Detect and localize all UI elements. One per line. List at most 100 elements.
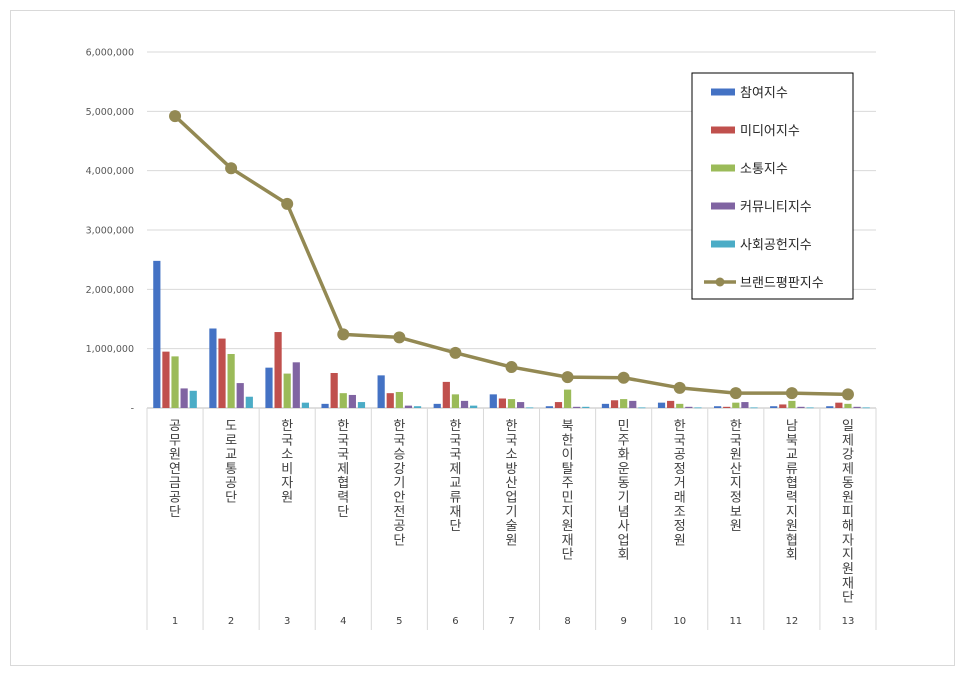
y-tick-label: 3,000,000 (86, 226, 134, 237)
line-point (785, 387, 798, 400)
line-point (729, 387, 742, 400)
y-tick-label: 4,000,000 (86, 166, 134, 177)
line-point (617, 371, 630, 384)
x-tick-label: 8 (564, 616, 570, 627)
y-tick-label: - (131, 404, 134, 415)
bar (517, 402, 525, 408)
bar (498, 398, 506, 408)
bar (826, 406, 834, 408)
bar (563, 389, 572, 408)
legend-label: 소통지수 (740, 162, 788, 177)
bar (862, 407, 870, 409)
bar (386, 393, 394, 408)
bar (489, 394, 497, 408)
x-tick-label: 2 (228, 616, 234, 627)
x-tick-label: 12 (786, 616, 799, 627)
legend-swatch-marker (715, 277, 725, 287)
legend-swatch (711, 88, 735, 96)
x-tick-label: 10 (673, 616, 686, 627)
bar (189, 390, 197, 408)
legend-label: 사회공헌지수 (740, 238, 812, 253)
bar (292, 362, 300, 408)
legend-swatch (711, 240, 735, 248)
bar (573, 406, 581, 408)
line-point (393, 331, 406, 344)
y-tick-label: 5,000,000 (86, 107, 134, 118)
bar (507, 399, 516, 408)
line-point (561, 371, 574, 384)
bar (274, 332, 282, 408)
bar (283, 373, 291, 408)
bar (348, 394, 356, 408)
bar (153, 260, 161, 408)
bar (741, 402, 749, 408)
y-tick-label: 1,000,000 (86, 344, 134, 355)
x-tick-label: 1 (172, 616, 178, 627)
line-point (281, 197, 294, 210)
bar (442, 381, 450, 408)
bar (750, 407, 758, 409)
legend-label: 참여지수 (740, 86, 788, 101)
bar (404, 405, 413, 408)
x-tick-label: 9 (620, 616, 626, 627)
bar (545, 406, 553, 408)
bar (227, 354, 235, 408)
bar (209, 328, 217, 408)
bar (330, 372, 338, 408)
bar (835, 402, 843, 408)
line-point (505, 361, 518, 374)
bar (180, 388, 188, 408)
bar (806, 407, 814, 409)
bar (629, 400, 637, 408)
legend-box (691, 72, 854, 300)
bar (321, 403, 329, 408)
bar (451, 394, 460, 408)
bar (844, 403, 852, 408)
bar (236, 383, 244, 408)
legend-label: 미디어지수 (740, 124, 800, 139)
bar (357, 402, 366, 408)
bar (853, 406, 861, 408)
bar (301, 402, 309, 408)
bar (732, 402, 740, 408)
y-tick-label: 6,000,000 (86, 48, 134, 59)
bar (714, 406, 722, 408)
bar (162, 351, 170, 408)
bar (171, 356, 179, 408)
bar (526, 407, 534, 409)
bar (601, 403, 610, 408)
bar (582, 406, 590, 408)
bar (554, 402, 563, 408)
bar (770, 406, 778, 408)
bar (638, 407, 646, 409)
y-tick-label: 2,000,000 (86, 285, 134, 296)
bar (620, 399, 628, 408)
bar (218, 338, 226, 408)
bar (470, 405, 478, 408)
x-tick-label: 7 (508, 616, 514, 627)
bar (245, 396, 253, 408)
bar (610, 400, 619, 408)
line-point (449, 346, 462, 359)
bar (779, 404, 787, 408)
bar (676, 403, 684, 408)
bar (339, 393, 347, 408)
bar (667, 400, 675, 408)
legend-swatch (711, 126, 735, 134)
legend-swatch (711, 164, 735, 172)
bar (377, 375, 385, 408)
line-point (673, 381, 686, 394)
legend-label: 커뮤니티지수 (740, 200, 812, 215)
bar (265, 367, 273, 408)
bar (788, 400, 796, 408)
bar (694, 407, 702, 409)
